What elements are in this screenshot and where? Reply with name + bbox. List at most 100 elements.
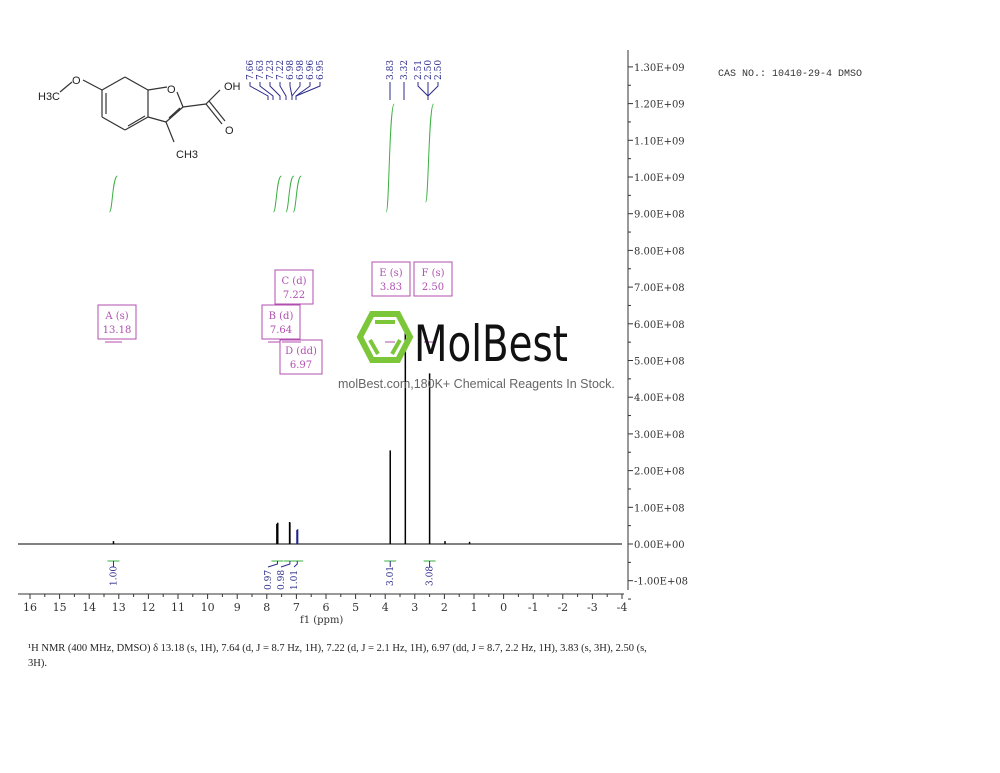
x-tick-label: 7 xyxy=(293,601,300,614)
integral-value: 0.97 xyxy=(264,570,274,590)
x-axis-label: f1 (ppm) xyxy=(300,615,343,626)
logo-hexagon-icon xyxy=(356,311,414,363)
mol-label-o-carbonyl: O xyxy=(225,125,234,137)
x-tick-label: 2 xyxy=(441,601,448,614)
peak-label-dmso: 2.51 xyxy=(414,60,424,80)
peak-label-connector xyxy=(427,82,439,100)
y-tick-label: 7.00E+08 xyxy=(634,283,685,294)
y-tick-label: 9.00E+08 xyxy=(634,210,685,221)
y-tick-label: 5.00E+08 xyxy=(634,357,685,368)
x-tick-label: 16 xyxy=(23,601,37,614)
x-tick-label: 12 xyxy=(141,601,155,614)
multiplet-name: D (dd) xyxy=(285,346,317,357)
multiplet-name: F (s) xyxy=(421,268,444,279)
y-tick-label: 1.10E+09 xyxy=(634,136,685,147)
integral-value: 1.01 xyxy=(290,570,300,590)
x-tick-label: 3 xyxy=(411,601,418,614)
x-tick-label: 14 xyxy=(82,601,96,614)
integral-connector xyxy=(267,561,278,568)
y-tick-label: 3.00E+08 xyxy=(634,430,685,441)
x-tick-label: 15 xyxy=(53,601,67,614)
multiplet-name: B (d) xyxy=(269,311,294,322)
watermark-tagline: molBest.com,180K+ Chemical Reagents In S… xyxy=(338,377,615,391)
peak-label-connector xyxy=(249,82,269,100)
x-tick-label: 13 xyxy=(112,601,126,614)
peak-label-connector xyxy=(291,82,301,100)
y-tick-label: 4.00E+08 xyxy=(634,393,685,404)
multiplet-box xyxy=(261,304,301,340)
integral-connector xyxy=(293,561,298,568)
multiplet-box xyxy=(274,269,314,305)
peak-label-connector xyxy=(279,82,287,100)
x-tick-label: -3 xyxy=(587,601,598,614)
integral-value: 3.01 xyxy=(386,566,396,586)
multiplet-shift: 13.18 xyxy=(103,325,132,336)
mol-label-oh: OH xyxy=(224,81,241,93)
y-tick-label: 1.00E+08 xyxy=(634,503,685,514)
multiplet-box xyxy=(279,339,323,375)
multiplet-shift: 7.22 xyxy=(283,290,305,301)
peak-label-aromatic: 6.98 xyxy=(286,60,296,80)
x-tick-label: 1 xyxy=(471,601,478,614)
integral-connector xyxy=(280,561,291,568)
y-tick-label: 6.00E+08 xyxy=(634,320,685,331)
peak-label-connector xyxy=(259,82,274,100)
multiplet-shift: 6.97 xyxy=(290,360,312,371)
mol-label-ch3: CH3 xyxy=(176,149,198,161)
peak-label-connector xyxy=(295,82,321,100)
peak-label-aromatic: 6.96 xyxy=(306,60,316,80)
peak-label-aliphatic: 3.32 xyxy=(400,60,410,80)
peak-label-aromatic: 6.98 xyxy=(296,60,306,80)
integral-value: 3.08 xyxy=(426,566,436,586)
y-tick-label: -1.00E+08 xyxy=(634,577,688,588)
peak-label-aliphatic: 3.83 xyxy=(386,60,396,80)
y-tick-label: 8.00E+08 xyxy=(634,246,685,257)
x-tick-label: 0 xyxy=(500,601,507,614)
molbest-logo: MolBest xyxy=(356,311,568,373)
mol-label-h3c: H3C xyxy=(38,91,60,103)
multiplet-name: A (s) xyxy=(104,311,128,322)
integral-curve xyxy=(292,175,302,213)
y-tick-label: 1.00E+09 xyxy=(634,173,685,184)
peak-label-connector xyxy=(417,82,429,100)
multiplet-box xyxy=(413,261,453,297)
y-tick-label: 2.00E+08 xyxy=(634,467,685,478)
molecule-structure xyxy=(59,76,226,143)
integral-curve xyxy=(285,175,295,213)
x-tick-label: 11 xyxy=(171,601,185,614)
peak-label-aromatic: 7.22 xyxy=(276,60,286,80)
peak-label-dmso: 2.50 xyxy=(424,60,434,80)
integral-value: 0.98 xyxy=(277,570,287,590)
peak-label-aromatic: 7.23 xyxy=(266,60,276,80)
nmr-description: ¹H NMR (400 MHz, DMSO) δ 13.18 (s, 1H), … xyxy=(28,643,647,669)
mol-label-o-ring: O xyxy=(167,84,176,96)
multiplet-shift: 2.50 xyxy=(422,282,444,293)
multiplet-name: C (d) xyxy=(281,276,306,287)
y-tick-label: 1.30E+09 xyxy=(634,63,685,74)
x-tick-label: 8 xyxy=(263,601,270,614)
y-tick-label: 1.20E+09 xyxy=(634,100,685,111)
x-tick-label: -1 xyxy=(528,601,539,614)
mol-label-o-methoxy: O xyxy=(72,75,81,87)
x-tick-label: -2 xyxy=(557,601,568,614)
x-tick-label: 6 xyxy=(323,601,330,614)
x-tick-label: 4 xyxy=(382,601,389,614)
multiplet-box xyxy=(371,261,411,297)
peak-label-aromatic: 7.63 xyxy=(256,60,266,80)
x-tick-label: 9 xyxy=(234,601,241,614)
peak-label-aromatic: 6.95 xyxy=(316,60,326,80)
multiplet-box xyxy=(97,304,137,340)
integral-curve xyxy=(385,103,395,213)
multiplet-shift: 3.83 xyxy=(380,282,402,293)
peak-label-connector xyxy=(269,82,281,100)
x-tick-label: 5 xyxy=(352,601,359,614)
y-tick-label: 0.00E+00 xyxy=(634,540,685,551)
x-tick-label: 10 xyxy=(201,601,215,614)
integral-curve xyxy=(108,175,118,213)
integral-curve xyxy=(425,103,435,203)
multiplet-shift: 7.64 xyxy=(270,325,292,336)
peak-label-dmso: 2.50 xyxy=(434,60,444,80)
integral-value: 1.00 xyxy=(109,566,119,586)
cas-label: CAS NO.: 10410-29-4 DMSO xyxy=(718,69,863,80)
integral-curve xyxy=(272,175,282,213)
